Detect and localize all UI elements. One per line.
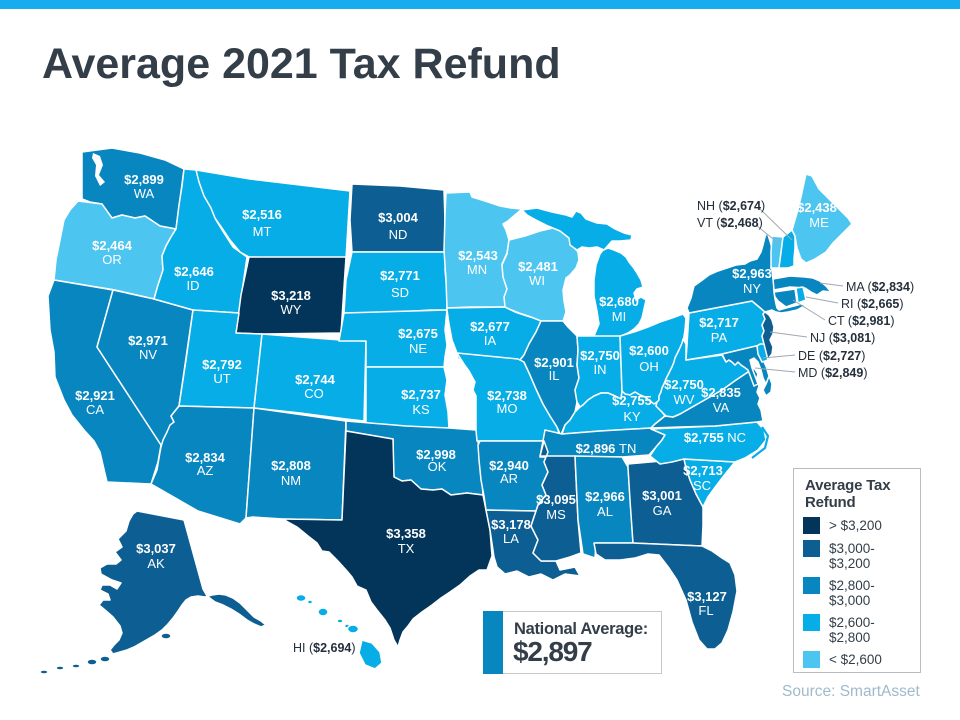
- svg-text:UT: UT: [213, 371, 230, 386]
- svg-text:$2,713: $2,713: [683, 463, 723, 478]
- svg-text:$2,835: $2,835: [701, 385, 741, 400]
- svg-text:$2,516: $2,516: [242, 207, 282, 222]
- svg-text:$2,543: $2,543: [458, 248, 498, 263]
- svg-text:$2,744: $2,744: [295, 372, 336, 387]
- svg-text:$2,899: $2,899: [124, 172, 164, 187]
- svg-text:$2,738: $2,738: [487, 388, 527, 403]
- svg-text:$2,940: $2,940: [489, 458, 529, 473]
- svg-text:$2,677: $2,677: [470, 319, 510, 334]
- svg-text:WI: WI: [529, 273, 545, 288]
- svg-text:NM: NM: [281, 473, 301, 488]
- svg-text:$2,750: $2,750: [664, 377, 704, 392]
- svg-text:$2,963: $2,963: [732, 266, 772, 281]
- svg-text:$2,737: $2,737: [401, 387, 441, 402]
- svg-text:FL: FL: [698, 603, 713, 618]
- svg-text:AK: AK: [147, 556, 165, 571]
- svg-text:MA ($2,834): MA ($2,834): [846, 280, 914, 294]
- svg-text:ND: ND: [389, 227, 408, 242]
- svg-text:$2,755: $2,755: [612, 393, 652, 408]
- svg-text:IN: IN: [594, 362, 607, 377]
- svg-text:DE ($2,727): DE ($2,727): [798, 349, 865, 363]
- svg-text:$3,178: $3,178: [491, 517, 531, 532]
- svg-text:$2,750: $2,750: [580, 348, 620, 363]
- svg-text:NV: NV: [139, 347, 157, 362]
- svg-text:$2,792: $2,792: [202, 357, 242, 372]
- svg-text:$2,675: $2,675: [398, 326, 438, 341]
- svg-text:$2,971: $2,971: [128, 333, 168, 348]
- svg-text:LA: LA: [503, 531, 519, 546]
- svg-text:$2,646: $2,646: [174, 264, 214, 279]
- svg-text:CT ($2,981): CT ($2,981): [828, 314, 894, 328]
- svg-text:WA: WA: [134, 186, 155, 201]
- svg-text:IA: IA: [484, 333, 497, 348]
- svg-text:AL: AL: [597, 504, 613, 519]
- svg-text:ME: ME: [809, 215, 829, 230]
- svg-text:WY: WY: [281, 302, 302, 317]
- svg-text:ID: ID: [187, 278, 200, 293]
- svg-text:MT: MT: [253, 224, 272, 239]
- svg-text:$2,901: $2,901: [534, 355, 574, 370]
- svg-text:GA: GA: [653, 503, 672, 518]
- svg-text:CO: CO: [304, 386, 324, 401]
- svg-text:$3,095: $3,095: [536, 492, 576, 507]
- svg-text:$2,717: $2,717: [699, 315, 739, 330]
- svg-text:HI ($2,694): HI ($2,694): [293, 641, 356, 655]
- svg-text:NE: NE: [409, 341, 427, 356]
- svg-text:WV: WV: [674, 392, 695, 407]
- svg-text:VT ($2,468): VT ($2,468): [697, 216, 763, 230]
- svg-text:MD ($2,849): MD ($2,849): [798, 366, 867, 380]
- svg-text:$2,998: $2,998: [416, 447, 456, 462]
- svg-text:$2,600: $2,600: [629, 343, 669, 358]
- svg-text:OH: OH: [639, 359, 659, 374]
- svg-text:NY: NY: [743, 281, 761, 296]
- svg-text:$2,755 NC: $2,755 NC: [684, 430, 746, 445]
- svg-text:VA: VA: [713, 400, 730, 415]
- svg-text:$3,127: $3,127: [687, 589, 727, 604]
- svg-text:CA: CA: [86, 402, 104, 417]
- svg-text:NH ($2,674): NH ($2,674): [697, 199, 765, 213]
- svg-text:SD: SD: [391, 285, 409, 300]
- svg-text:NJ ($3,081): NJ ($3,081): [810, 331, 875, 345]
- svg-text:RI ($2,665): RI ($2,665): [841, 297, 904, 311]
- svg-text:IL: IL: [549, 368, 560, 383]
- svg-text:PA: PA: [711, 330, 728, 345]
- svg-text:SC: SC: [693, 478, 711, 493]
- svg-text:OK: OK: [428, 459, 447, 474]
- svg-text:MI: MI: [612, 309, 626, 324]
- svg-text:MO: MO: [497, 401, 518, 416]
- svg-text:AR: AR: [500, 471, 518, 486]
- svg-text:$2,808: $2,808: [271, 458, 311, 473]
- svg-text:KY: KY: [623, 409, 641, 424]
- svg-text:MN: MN: [467, 262, 487, 277]
- svg-text:$2,771: $2,771: [380, 268, 420, 283]
- svg-text:$3,218: $3,218: [271, 288, 311, 303]
- svg-text:$2,834: $2,834: [185, 450, 226, 465]
- svg-text:KS: KS: [412, 402, 430, 417]
- svg-text:$2,464: $2,464: [92, 238, 133, 253]
- svg-text:$2,680: $2,680: [599, 294, 639, 309]
- svg-text:$2,481: $2,481: [518, 259, 558, 274]
- svg-text:$3,001: $3,001: [642, 488, 682, 503]
- svg-text:$3,004: $3,004: [378, 210, 419, 225]
- svg-text:$2,921: $2,921: [75, 388, 115, 403]
- svg-text:$2,438: $2,438: [797, 200, 837, 215]
- svg-text:TX: TX: [398, 541, 415, 556]
- svg-text:OR: OR: [102, 252, 122, 267]
- svg-text:MS: MS: [546, 507, 566, 522]
- svg-text:$3,358: $3,358: [386, 526, 426, 541]
- svg-text:$2,966: $2,966: [585, 489, 625, 504]
- svg-text:$3,037: $3,037: [136, 541, 176, 556]
- svg-text:AZ: AZ: [197, 463, 214, 478]
- svg-text:$2,896 TN: $2,896 TN: [576, 441, 637, 456]
